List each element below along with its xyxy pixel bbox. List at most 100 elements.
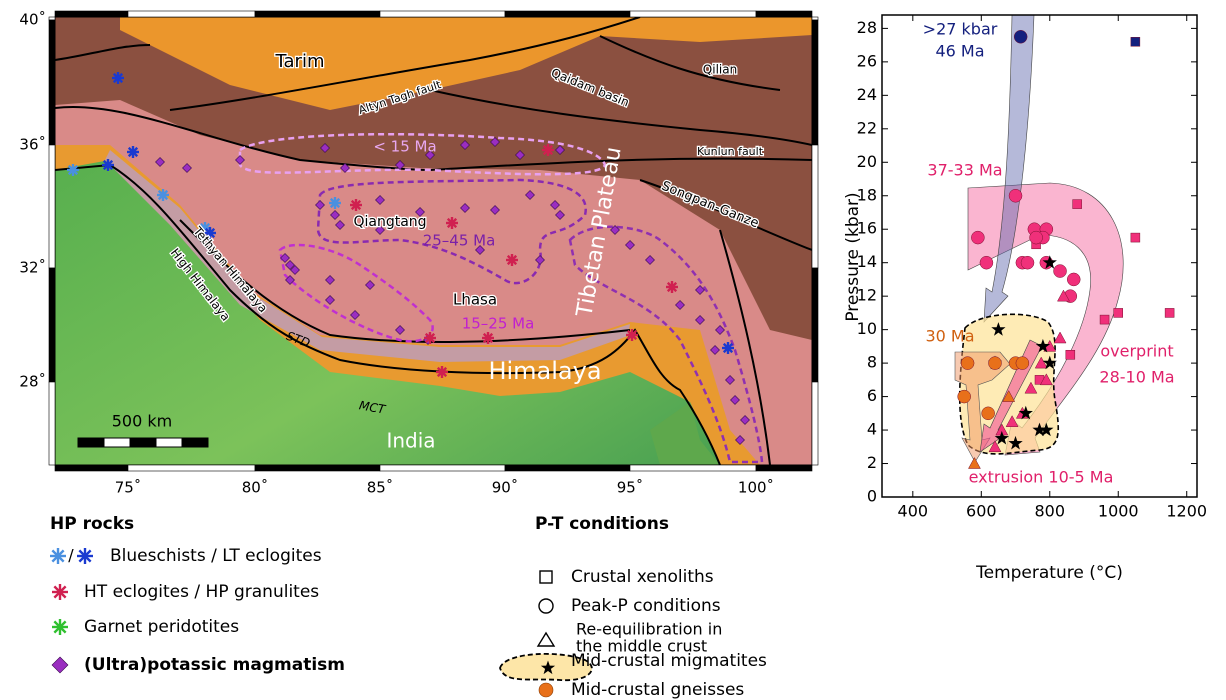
legend-circle xyxy=(539,599,553,613)
y-tick-label: 26 xyxy=(857,51,877,70)
lat-label: 36˚ xyxy=(19,136,46,154)
legend-label: Mid-crustal gneisses xyxy=(571,680,744,700)
lat-label: 40˚ xyxy=(19,11,46,29)
annotation: extrusion 10-5 Ma xyxy=(969,468,1114,487)
frame-stripe xyxy=(812,17,818,20)
frame-stripe xyxy=(55,465,128,471)
legend-title: P-T conditions xyxy=(535,514,669,534)
circle-marker xyxy=(1014,30,1027,43)
circle-marker xyxy=(1067,273,1080,286)
circle-marker xyxy=(982,407,995,420)
x-axis-label: Temperature (°C) xyxy=(975,563,1123,583)
frame-stripe xyxy=(49,145,55,268)
square-marker xyxy=(1114,308,1123,317)
scale-segment xyxy=(182,438,208,447)
lon-label: 95˚ xyxy=(617,479,644,497)
map-label: Tarim xyxy=(275,51,325,72)
frame-stripe xyxy=(812,20,818,145)
annotation: 37-33 Ma xyxy=(927,161,1002,180)
map-label: Qilian xyxy=(703,63,737,77)
lon-label: 85˚ xyxy=(367,479,394,497)
map-label: Lhasa xyxy=(453,291,497,309)
legend-slash: / xyxy=(68,546,74,565)
square-marker xyxy=(1131,233,1140,242)
lon-label: 90˚ xyxy=(492,479,519,497)
circle-marker xyxy=(980,256,993,269)
map-label: Qiangtang xyxy=(353,214,426,230)
frame-stripe xyxy=(812,268,818,382)
y-tick-label: 22 xyxy=(857,118,877,137)
pt-chart: 4006008001000120002468101214161820222426… xyxy=(843,15,1207,583)
frame-stripe xyxy=(630,465,756,471)
scale-segment xyxy=(78,438,104,447)
scale-label: 500 km xyxy=(112,412,172,431)
y-tick-label: 8 xyxy=(867,353,877,372)
frame-stripe xyxy=(255,11,380,17)
frame-stripe xyxy=(55,11,128,17)
frame-stripe xyxy=(812,145,818,268)
frame-stripe xyxy=(49,20,55,145)
legend-label: Blueschists / LT eclogites xyxy=(110,546,322,566)
frame-stripe xyxy=(505,11,630,17)
x-tick-label: 1000 xyxy=(1098,502,1139,521)
square-marker xyxy=(1073,200,1082,209)
square-marker xyxy=(1100,315,1109,324)
x-tick-label: 600 xyxy=(966,502,997,521)
circle-marker xyxy=(1030,231,1043,244)
circle-marker xyxy=(971,231,984,244)
legend-label: (Ultra)potassic magmatism xyxy=(84,655,345,675)
annotation: >27 kbar xyxy=(923,20,998,39)
frame-stripe xyxy=(630,11,756,17)
x-tick-label: 1200 xyxy=(1166,502,1207,521)
legend-triangle xyxy=(538,633,554,646)
circle-marker xyxy=(1021,256,1034,269)
annotation: 28-10 Ma xyxy=(1099,368,1174,387)
x-tick-label: 400 xyxy=(898,502,929,521)
scale-segment xyxy=(156,438,182,447)
map-label: Kunlun fault xyxy=(697,145,764,158)
y-tick-label: 2 xyxy=(867,453,877,472)
figure: TarimAltyn Tagh faultQaidam basinQilianK… xyxy=(0,0,1226,700)
circle-marker xyxy=(958,390,971,403)
lon-label: 100˚ xyxy=(738,479,774,497)
square-marker xyxy=(1131,37,1140,46)
lon-label: 80˚ xyxy=(242,479,269,497)
circle-marker xyxy=(1009,189,1022,202)
magmatism-diamond xyxy=(52,657,68,673)
x-tick-label: 800 xyxy=(1034,502,1065,521)
legend-label: Peak-P conditions xyxy=(571,596,721,616)
y-tick-label: 28 xyxy=(857,18,877,37)
legend-label: Garnet peridotites xyxy=(84,617,239,637)
y-tick-label: 24 xyxy=(857,85,877,104)
legend-gneiss xyxy=(539,683,553,697)
frame-stripe xyxy=(255,465,380,471)
lat-label: 32˚ xyxy=(19,259,46,277)
frame-stripe xyxy=(128,465,255,471)
scale-segment xyxy=(130,438,156,447)
frame-stripe xyxy=(505,465,630,471)
frame-stripe xyxy=(756,11,812,17)
legend-label: Mid-crustal migmatites xyxy=(571,651,767,671)
map-label: Himalaya xyxy=(488,357,601,385)
legends: HP rocks/Blueschists / LT eclogitesHT ec… xyxy=(50,514,767,700)
frame-stripe xyxy=(812,382,818,465)
frame-stripe xyxy=(380,11,505,17)
y-tick-label: 20 xyxy=(857,152,877,171)
frame-stripe xyxy=(756,465,812,471)
annotation: 46 Ma xyxy=(935,42,984,61)
map-label: 15–25 Ma xyxy=(462,315,535,333)
y-tick-label: 0 xyxy=(867,487,877,506)
legend-label: Crustal xenoliths xyxy=(571,567,714,587)
annotation: 30 Ma xyxy=(925,327,974,346)
square-marker xyxy=(1066,350,1075,359)
scale-segment xyxy=(104,438,130,447)
lat-label: 28˚ xyxy=(19,373,46,391)
circle-marker xyxy=(961,357,974,370)
circle-marker xyxy=(988,357,1001,370)
y-tick-label: 6 xyxy=(867,386,877,405)
frame-stripe xyxy=(128,11,255,17)
frame-stripe xyxy=(49,382,55,465)
frame-stripe xyxy=(49,17,55,20)
legend-title: HP rocks xyxy=(50,514,134,534)
map-label: 25–45 Ma xyxy=(423,232,496,250)
